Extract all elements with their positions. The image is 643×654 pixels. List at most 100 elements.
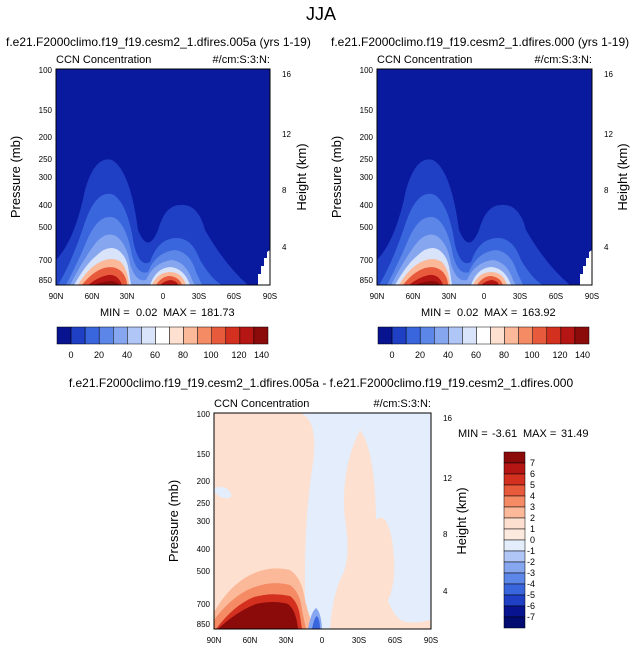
height-tick-label: 4 (443, 587, 448, 596)
height-tick-label: 12 (282, 130, 291, 139)
colorbar-label: 3 (530, 502, 535, 512)
contour-band (360, 413, 431, 623)
panel-right-label: #/cm:S:3:N: (535, 54, 592, 66)
x-tick-label: 30S (192, 292, 206, 301)
colorbar-label: 140 (575, 350, 590, 360)
x-tick-label: 60S (549, 292, 563, 301)
y-tick-label: 150 (39, 106, 53, 115)
y-tick-label: 400 (360, 201, 374, 210)
y-ticks: 100 150 200 250 300 400 500 700 850 (197, 410, 211, 629)
y-tick-label: 300 (360, 173, 374, 182)
colorbar-label: -7 (527, 612, 535, 622)
colorbar-swatch (503, 583, 526, 596)
height-tick-label: 4 (604, 243, 609, 252)
height-tick-label: 16 (443, 414, 452, 423)
colorbar-swatch (197, 326, 212, 345)
x-tick-label: 90S (263, 292, 277, 301)
colorbar-swatch (503, 517, 526, 530)
x-tick-label: 90S (585, 292, 599, 301)
height-ticks: 16 12 8 4 (282, 70, 291, 252)
colorbar-swatch (503, 506, 526, 519)
colorbar-swatch (532, 326, 548, 345)
x-tick-label: 0 (161, 292, 166, 301)
colorbar-label: 120 (552, 350, 567, 360)
y-tick-label: 700 (360, 256, 374, 265)
min-value: 0.02 (457, 307, 478, 319)
height-tick-label: 8 (282, 186, 287, 195)
colorbar-label: 100 (524, 350, 539, 360)
height-tick-label: 16 (604, 70, 613, 79)
colorbar-swatch (127, 326, 142, 345)
y-tick-label: 700 (39, 256, 53, 265)
colorbar-top-right (377, 326, 590, 345)
colorbar-label: 20 (94, 350, 104, 360)
contour-field (56, 69, 270, 285)
colorbar-label: 100 (203, 350, 218, 360)
contour-band (415, 281, 440, 285)
colorbar-label: -6 (527, 601, 535, 611)
colorbar-swatch (239, 326, 255, 345)
height-tick-label: 8 (443, 530, 448, 539)
y-tick-label: 250 (197, 499, 211, 508)
y-tick-label: 250 (360, 155, 374, 164)
y-tick-label: 400 (197, 545, 211, 554)
colorbar-swatch (70, 326, 86, 345)
max-label: MAX = (484, 307, 517, 319)
colorbar-label: -3 (527, 568, 535, 578)
contour-band (214, 487, 232, 499)
panel-right-label: #/cm:S:3:N: (374, 398, 431, 410)
colorbar-swatch (503, 550, 526, 563)
colorbar-swatch (574, 326, 590, 345)
y-tick-label: 150 (197, 450, 211, 459)
colorbar-label: 60 (471, 350, 481, 360)
y-tick-label: 150 (360, 106, 374, 115)
colorbar-label: 0 (389, 350, 394, 360)
colorbar-swatch (141, 326, 156, 345)
colorbar-swatch (546, 326, 562, 345)
colorbar-swatch (503, 539, 526, 552)
min-label: MIN = (100, 307, 130, 319)
topography-mask (580, 250, 592, 285)
x-tick-label: 30N (279, 636, 294, 645)
panel-top-left: f.e21.F2000climo.f19_f19.cesm2_1.dfires.… (6, 35, 311, 360)
colorbar-label: 80 (499, 350, 509, 360)
colorbar-swatch (225, 326, 241, 345)
y-axis-label: Pressure (mb) (166, 480, 181, 562)
colorbar-label: 40 (122, 350, 132, 360)
min-label: MIN = (458, 428, 488, 440)
colorbar-swatch (503, 462, 526, 475)
x-tick-label: 60N (406, 292, 421, 301)
colorbar-label: 5 (530, 480, 535, 490)
y-axis-label: Pressure (mb) (8, 136, 23, 218)
panel-title: f.e21.F2000climo.f19_f19.cesm2_1.dfires.… (6, 35, 311, 49)
colorbar-swatch (476, 326, 491, 345)
panel-top-right: f.e21.F2000climo.f19_f19.cesm2_1.dfires.… (329, 35, 630, 360)
colorbar-labels: 7 6 5 4 3 2 1 0 -1 -2 -3 -4 -5 -6 -7 (527, 458, 535, 622)
colorbar-label: 0 (530, 535, 535, 545)
colorbar-labels: 0 20 40 60 80 100 120 140 (389, 350, 590, 360)
colorbar-label: 7 (530, 458, 535, 468)
colorbar-label: 2 (530, 513, 535, 523)
colorbar-swatch (503, 616, 526, 629)
colorbar-label: 0 (68, 350, 73, 360)
y-axis-label-right: Height (km) (615, 143, 630, 210)
colorbar-label: -5 (527, 590, 535, 600)
max-label: MAX = (523, 428, 556, 440)
height-tick-label: 8 (604, 186, 609, 195)
colorbar-label: 4 (530, 491, 535, 501)
colorbar-top-left (56, 326, 269, 345)
y-tick-label: 300 (197, 517, 211, 526)
x-tick-label: 60S (388, 636, 402, 645)
height-tick-label: 16 (282, 70, 291, 79)
panel-left-label: CCN Concentration (377, 54, 472, 66)
y-tick-label: 300 (39, 173, 53, 182)
panel-title: f.e21.F2000climo.f19_f19.cesm2_1.dfires.… (69, 376, 574, 390)
y-tick-label: 850 (197, 620, 211, 629)
min-value: -3.61 (492, 428, 517, 440)
panel-title: f.e21.F2000climo.f19_f19.cesm2_1.dfires.… (331, 35, 629, 49)
y-axis-label-right: Height (km) (454, 487, 469, 554)
y-tick-label: 100 (360, 66, 374, 75)
x-ticks: 90N 60N 30N 0 30S 60S 90S (207, 636, 438, 645)
plot-frame (55, 68, 271, 286)
colorbar-swatch (503, 451, 526, 464)
